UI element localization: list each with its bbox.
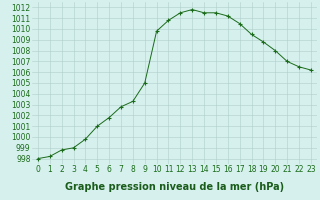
Text: Graphe pression niveau de la mer (hPa): Graphe pression niveau de la mer (hPa) xyxy=(65,182,284,192)
